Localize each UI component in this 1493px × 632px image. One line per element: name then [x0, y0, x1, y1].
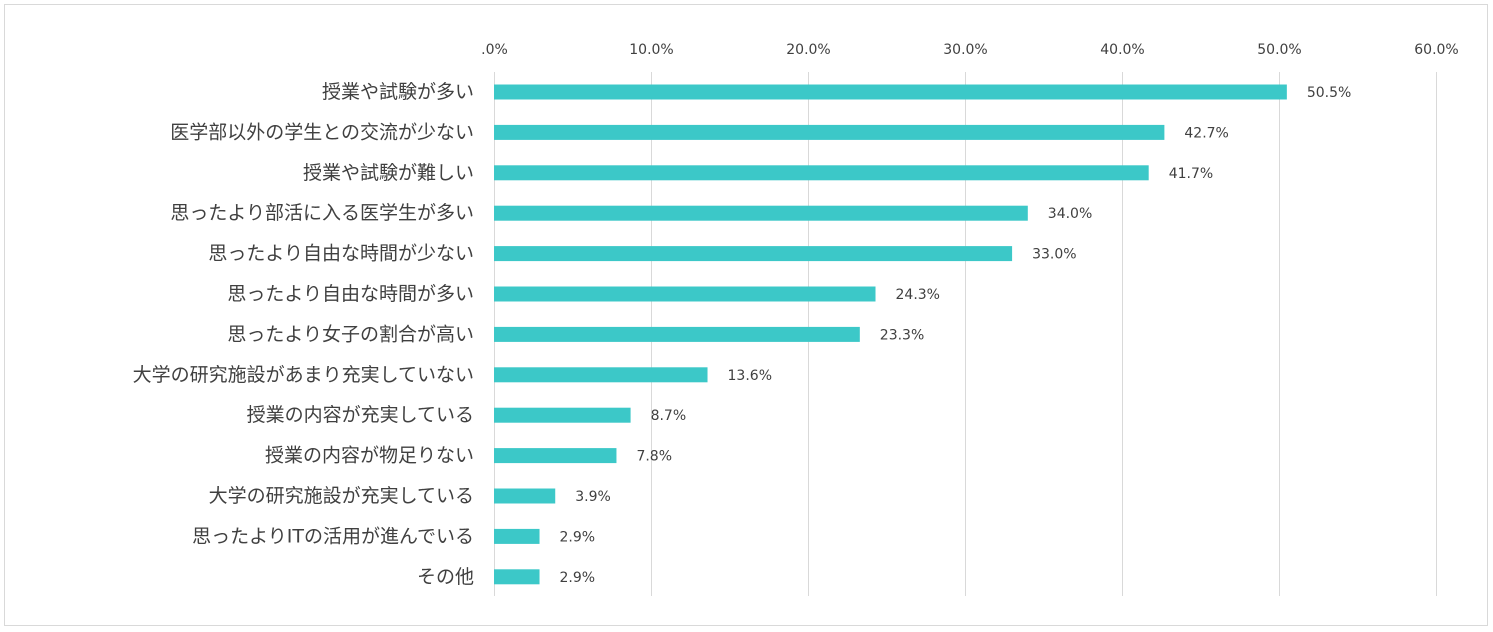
bars: [494, 84, 1287, 585]
category-label: 大学の研究施設が充実している: [209, 485, 474, 507]
value-label: 33.0%: [1032, 247, 1076, 263]
value-label: 2.9%: [560, 570, 596, 586]
bar: [494, 246, 1013, 262]
bar: [494, 286, 876, 302]
x-tick-label: 10.0%: [629, 42, 673, 58]
bar: [494, 205, 1028, 221]
bar: [494, 84, 1287, 100]
category-label: 思ったよりITの活用が進んでいる: [192, 525, 474, 547]
value-label: 24.3%: [896, 287, 940, 303]
category-label: その他: [417, 566, 474, 588]
gridlines: [494, 72, 1437, 596]
value-label: 42.7%: [1184, 125, 1228, 141]
bar: [494, 124, 1165, 140]
bar: [494, 528, 540, 544]
x-tick-label: 60.0%: [1414, 42, 1458, 58]
value-label: 34.0%: [1048, 206, 1092, 222]
value-label: 8.7%: [651, 408, 687, 424]
x-axis-ticks: .0% 10.0% 20.0% 30.0% 40.0% 50.0% 60.0%: [481, 42, 1459, 58]
category-label: 思ったより女子の割合が高い: [227, 323, 474, 345]
category-label: 医学部以外の学生との交流が少ない: [170, 121, 474, 143]
category-label: 授業の内容が物足りない: [265, 445, 474, 467]
bar: [494, 165, 1149, 181]
bar: [494, 407, 631, 423]
category-label: 授業や試験が難しい: [303, 162, 474, 184]
bar: [494, 448, 617, 464]
bar: [494, 488, 556, 504]
category-label: 授業や試験が多い: [322, 81, 474, 103]
bar: [494, 569, 540, 585]
value-label: 41.7%: [1169, 166, 1213, 182]
value-labels: 50.5% 42.7% 41.7% 34.0% 33.0% 24.3% 23.3% 13.6%…: [560, 85, 1352, 586]
category-label: 大学の研究施設があまり充実していない: [133, 364, 474, 386]
category-label: 思ったより部活に入る医学生が多い: [170, 202, 474, 224]
x-tick-label: 20.0%: [786, 42, 830, 58]
x-tick-label: 40.0%: [1100, 42, 1144, 58]
bar: [494, 326, 860, 342]
x-tick-label: 30.0%: [943, 42, 987, 58]
category-label: 思ったより自由な時間が多い: [227, 283, 474, 305]
value-label: 23.3%: [880, 327, 924, 343]
value-label: 7.8%: [636, 449, 672, 465]
x-tick-label: 50.0%: [1257, 42, 1301, 58]
value-label: 50.5%: [1307, 85, 1351, 101]
category-labels: 授業や試験が多い医学部以外の学生との交流が少ない授業や試験が難しい思ったより部活…: [133, 81, 474, 588]
value-label: 3.9%: [575, 489, 611, 505]
chart-frame: [4, 4, 1488, 626]
x-tick-label: .0%: [481, 42, 508, 58]
value-label: 13.6%: [728, 368, 772, 384]
value-label: 2.9%: [560, 529, 596, 545]
category-label: 授業の内容が充実している: [247, 404, 474, 426]
category-label: 思ったより自由な時間が少ない: [208, 243, 474, 265]
bar: [494, 367, 708, 383]
